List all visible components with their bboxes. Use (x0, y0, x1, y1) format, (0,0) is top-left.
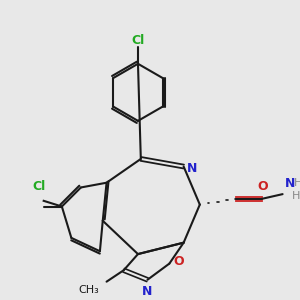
Text: H: H (292, 191, 300, 201)
Text: CH₃: CH₃ (78, 286, 99, 296)
Text: O: O (173, 255, 184, 268)
Text: O: O (257, 180, 268, 193)
Text: Cl: Cl (32, 180, 46, 193)
Text: N: N (284, 177, 295, 190)
Text: H: H (294, 178, 300, 188)
Text: Cl: Cl (131, 34, 145, 47)
Text: N: N (187, 162, 197, 175)
Text: N: N (142, 284, 153, 298)
